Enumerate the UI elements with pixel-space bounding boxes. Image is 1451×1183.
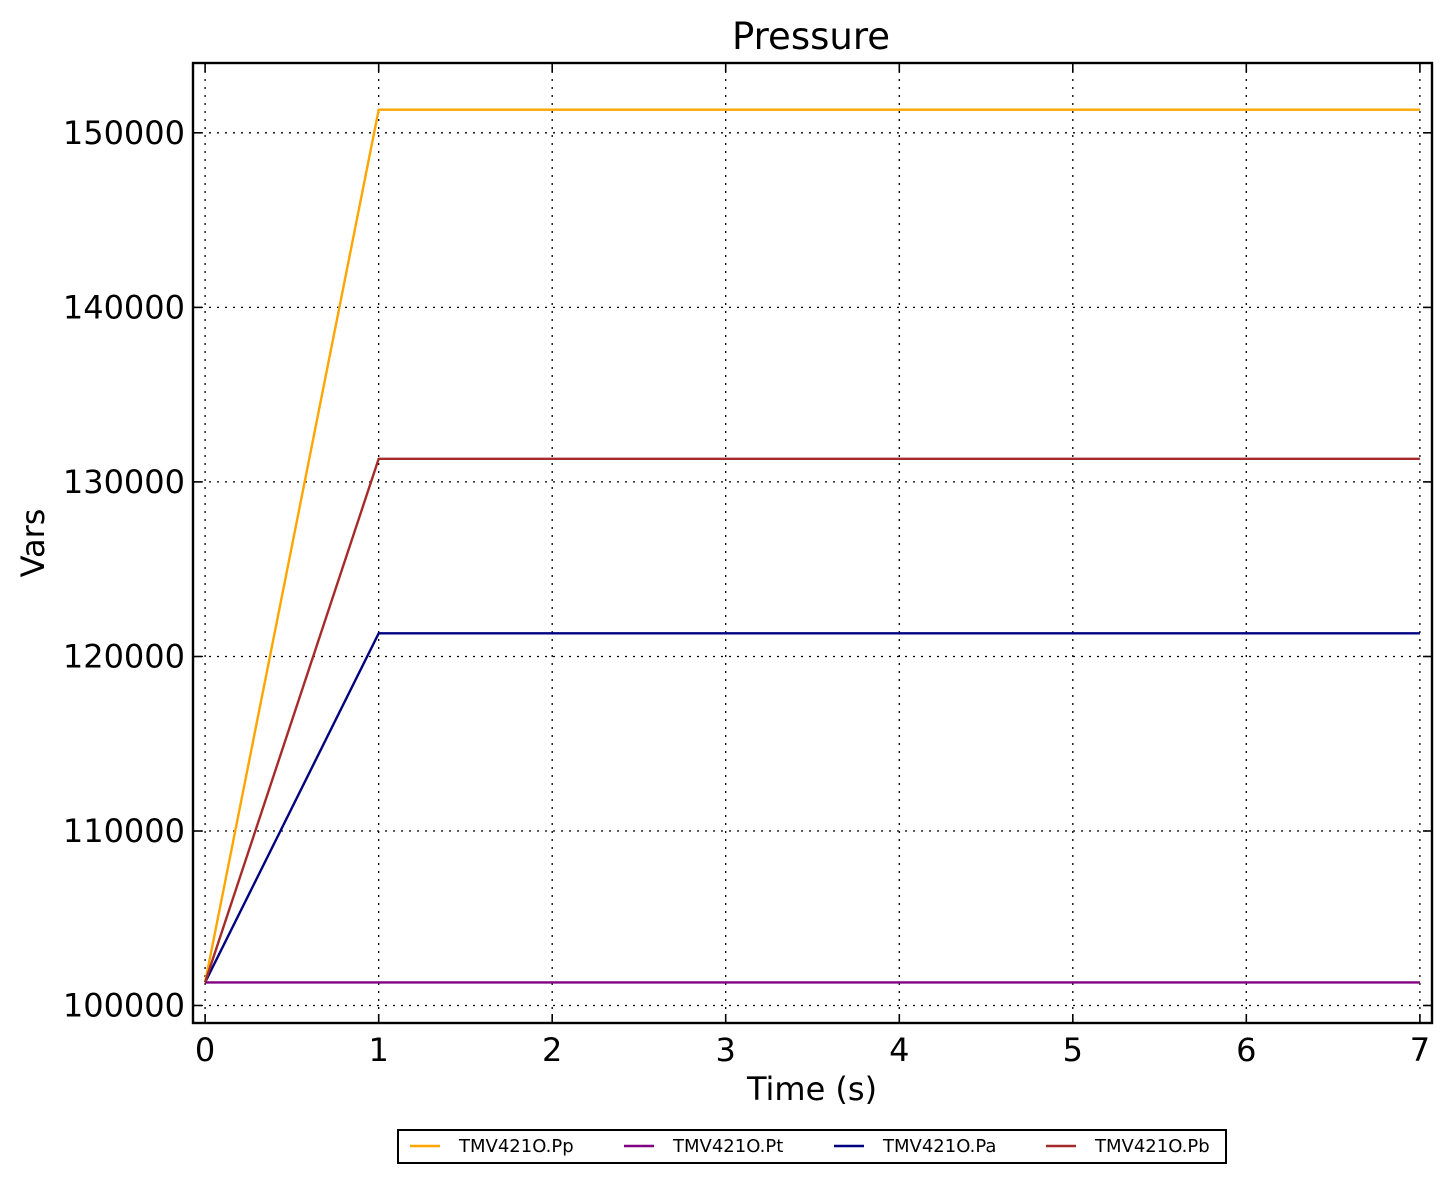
legend-entry-label: TMV421O.Pt xyxy=(672,1136,783,1157)
grid-lines xyxy=(193,63,1432,1023)
x-tick-label: 0 xyxy=(195,1031,215,1069)
x-tick-label: 7 xyxy=(1410,1031,1430,1069)
series-line-tmv421o-pa xyxy=(204,632,1420,983)
plot-area-frame xyxy=(191,61,1434,1025)
x-tick-label: 6 xyxy=(1236,1031,1256,1069)
x-tick-label: 1 xyxy=(369,1031,389,1069)
y-tick-label: 140000 xyxy=(63,288,185,326)
x-axis-tick-labels: 0 1 2 3 4 5 6 7 xyxy=(195,1031,1430,1069)
y-tick-label: 100000 xyxy=(63,987,185,1025)
y-tick-label: 130000 xyxy=(63,463,185,501)
legend-frame xyxy=(397,1129,1227,1164)
series-line-tmv421o-pb xyxy=(203,457,1420,983)
y-axis-tick-labels: 100000 110000 120000 130000 140000 150000 xyxy=(63,114,185,1025)
series-line-tmv421o-pp xyxy=(203,108,1420,983)
chart-title: Pressure xyxy=(732,15,890,58)
x-tick-label: 2 xyxy=(542,1031,562,1069)
series-lines xyxy=(203,108,1420,984)
y-tick-label: 110000 xyxy=(63,812,185,850)
legend-entry-label: TMV421O.Pb xyxy=(1094,1136,1210,1157)
y-tick-label: 120000 xyxy=(63,638,185,676)
legend-entry-label: TMV421O.Pa xyxy=(882,1136,996,1157)
y-tick-label: 150000 xyxy=(63,114,185,152)
x-axis-label: Time (s) xyxy=(746,1070,877,1108)
x-tick-label: 4 xyxy=(889,1031,909,1069)
legend: TMV421O.Pp TMV421O.Pt TMV421O.Pa TMV421O.Pb xyxy=(397,1129,1227,1164)
x-tick-label: 3 xyxy=(716,1031,736,1069)
axis-ticks xyxy=(193,63,1432,1023)
y-axis-label: Vars xyxy=(14,509,52,578)
x-tick-label: 5 xyxy=(1063,1031,1083,1069)
legend-entry-label: TMV421O.Pp xyxy=(458,1136,574,1157)
